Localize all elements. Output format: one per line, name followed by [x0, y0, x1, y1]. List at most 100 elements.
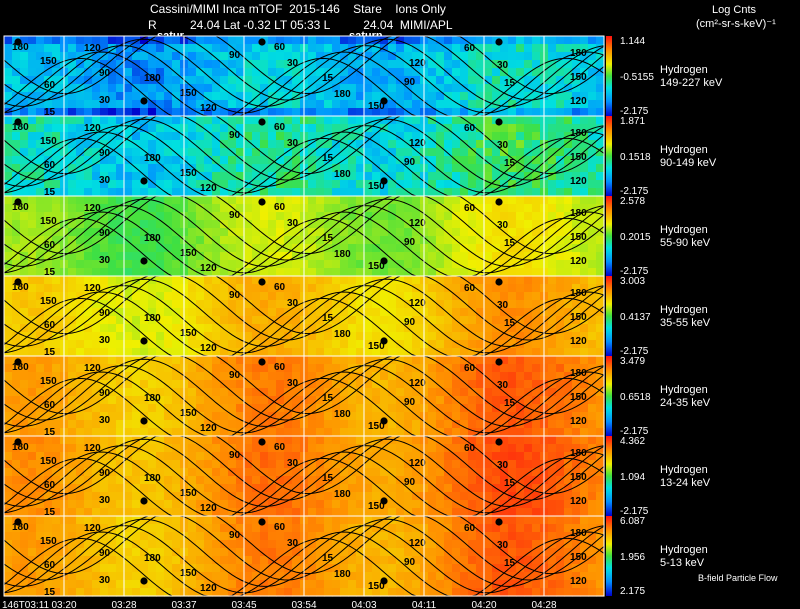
heatmap-cell [468, 364, 477, 373]
heatmap-cell [316, 92, 325, 101]
heatmap-cell [12, 260, 21, 269]
heatmap-cell [188, 92, 197, 101]
heatmap-cell [252, 348, 261, 357]
heatmap-cell [356, 100, 365, 109]
heatmap-cell [476, 92, 485, 101]
heatmap-cell [564, 116, 573, 125]
heatmap-cell [564, 260, 573, 269]
heatmap-cell [172, 116, 181, 125]
heatmap-cell [468, 68, 477, 77]
heatmap-cell [364, 516, 373, 525]
heatmap-cell [452, 524, 461, 533]
heatmap-cell [292, 348, 301, 357]
heatmap-cell [372, 428, 381, 437]
heatmap-cell [188, 324, 197, 333]
heatmap-cell [372, 348, 381, 357]
heatmap-cell [196, 524, 205, 533]
heatmap-cell [380, 372, 389, 381]
heatmap-cell [284, 444, 293, 453]
heatmap-cell [452, 468, 461, 477]
heatmap-cell [132, 132, 141, 141]
heatmap-cell [516, 292, 525, 301]
heatmap-cell [116, 124, 125, 133]
heatmap-cell [196, 148, 205, 157]
heatmap-cell [76, 36, 85, 45]
heatmap-cell [244, 68, 253, 77]
heatmap-cell [324, 44, 333, 53]
heatmap-cell [52, 364, 61, 373]
heatmap-cell [532, 148, 541, 157]
heatmap-cell [12, 348, 21, 357]
heatmap-cell [148, 188, 157, 197]
heatmap-cell [124, 468, 133, 477]
heatmap-cell [204, 140, 213, 149]
heatmap-cell [364, 412, 373, 421]
heatmap-cell [532, 188, 541, 197]
contour-label: 15 [322, 393, 334, 404]
heatmap-cell [36, 164, 45, 173]
heatmap-cell [36, 460, 45, 469]
heatmap-cell [68, 492, 77, 501]
heatmap-cell [44, 532, 53, 541]
heatmap-cell [284, 468, 293, 477]
heatmap-cell [316, 124, 325, 133]
heatmap-cell [268, 364, 277, 373]
heatmap-cell [28, 420, 37, 429]
heatmap-cell [316, 476, 325, 485]
heatmap-cell [284, 36, 293, 45]
heatmap-cell [580, 276, 589, 285]
heatmap-cell [12, 292, 21, 301]
heatmap-cell [348, 276, 357, 285]
heatmap-cell [284, 460, 293, 469]
heatmap-cell [460, 196, 469, 205]
heatmap-cell [428, 276, 437, 285]
heatmap-cell [372, 172, 381, 181]
heatmap-cell [460, 260, 469, 269]
heatmap-cell [596, 428, 605, 437]
heatmap-cell [124, 236, 133, 245]
heatmap-cell [444, 220, 453, 229]
heatmap-cell [508, 420, 517, 429]
heatmap-cell [84, 380, 93, 389]
heatmap-cell [260, 468, 269, 477]
heatmap-cell [204, 452, 213, 461]
heatmap-cell [564, 380, 573, 389]
heatmap-cell [444, 76, 453, 85]
heatmap-cell [148, 236, 157, 245]
heatmap-cell [148, 524, 157, 533]
heatmap-cell [108, 324, 117, 333]
heatmap-cell [172, 348, 181, 357]
heatmap-cell [140, 372, 149, 381]
heatmap-cell [284, 228, 293, 237]
heatmap-cell [284, 324, 293, 333]
heatmap-cell [548, 76, 557, 85]
heatmap-cell [508, 108, 517, 117]
heatmap-cell [308, 508, 317, 517]
heatmap-cell [260, 372, 269, 381]
heatmap-cell [84, 228, 93, 237]
heatmap-cell [20, 436, 29, 445]
contour-label: 180 [334, 409, 351, 420]
heatmap-cell [148, 44, 157, 53]
panel-6: 1801501209060301518015012090603015180150… [3, 435, 711, 518]
heatmap-cell [68, 236, 77, 245]
heatmap-cell [156, 324, 165, 333]
heatmap-cell [276, 60, 285, 69]
heatmap-cell [212, 228, 221, 237]
heatmap-cell [20, 148, 29, 157]
heatmap-cell [412, 92, 421, 101]
heatmap-cell [220, 252, 229, 261]
heatmap-cell [252, 460, 261, 469]
heatmap-cell [444, 372, 453, 381]
heatmap-cell [332, 196, 341, 205]
heatmap-cell [548, 276, 557, 285]
heatmap-cell [364, 116, 373, 125]
heatmap-cell [36, 428, 45, 437]
heatmap-cell [124, 340, 133, 349]
heatmap-cell [44, 444, 53, 453]
heatmap-cell [580, 396, 589, 405]
heatmap-cell [4, 204, 13, 213]
heatmap-cell [20, 60, 29, 69]
heatmap-cell [332, 188, 341, 197]
heatmap-cell [580, 180, 589, 189]
